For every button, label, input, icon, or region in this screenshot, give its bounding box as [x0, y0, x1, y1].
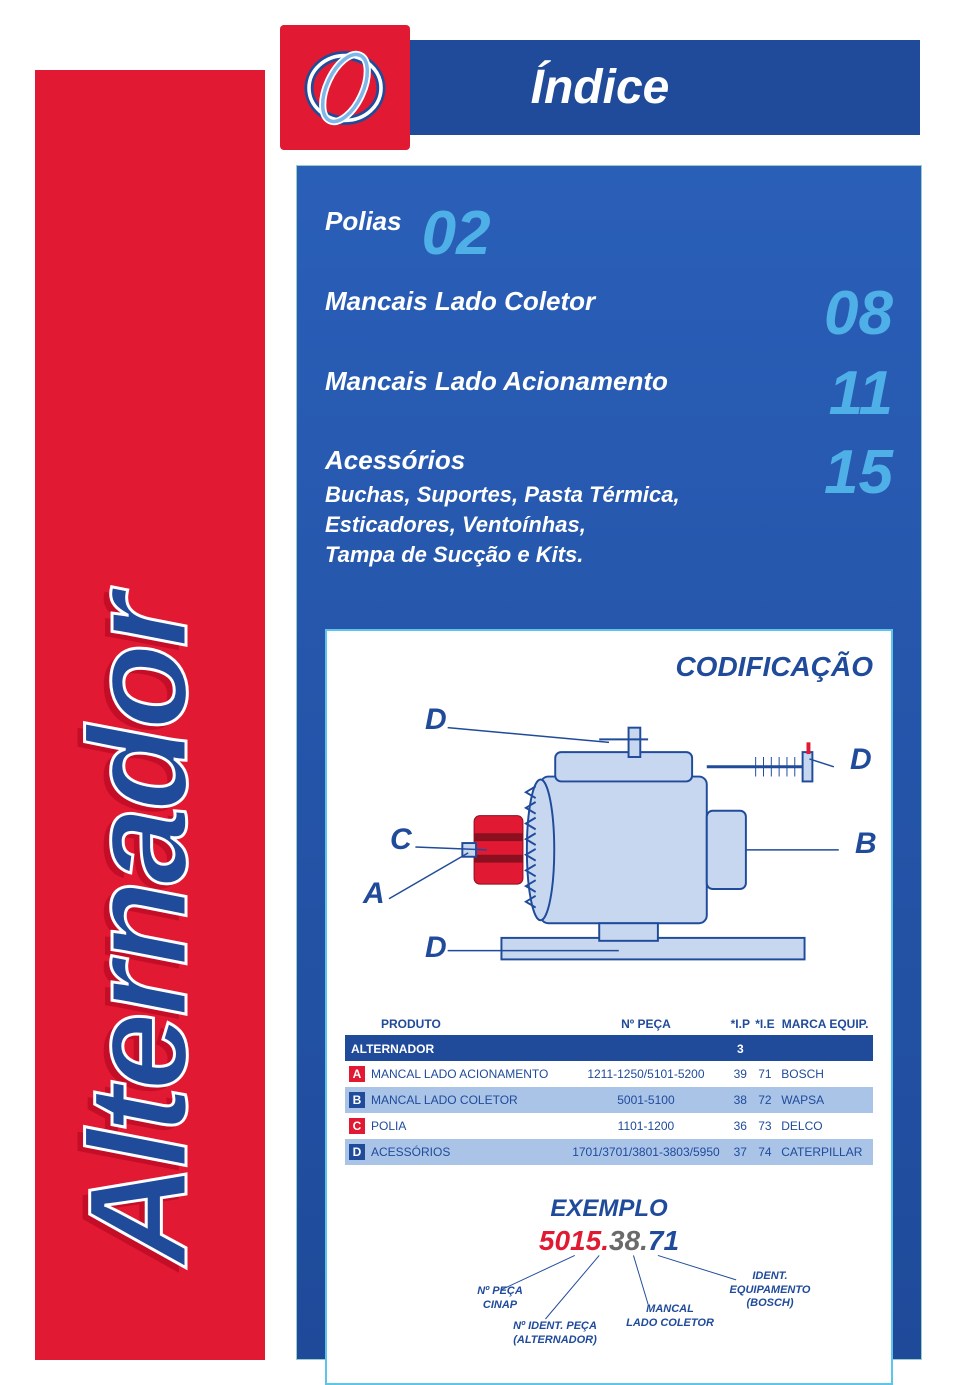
toc-number: 15 — [824, 445, 893, 501]
cell-ie: 73 — [753, 1113, 778, 1139]
cell-marca: DELCO — [777, 1113, 873, 1139]
cell-ip: 39 — [728, 1061, 753, 1087]
sidebar: Alternador Alternador — [35, 70, 265, 1360]
toc-row: Mancais Lado Acionamento 11 — [325, 366, 893, 422]
codification-table: PRODUTO Nº PEÇA *I.P *I.E MARCA EQUIP. A… — [345, 1013, 873, 1165]
cell-marca: BOSCH — [777, 1061, 873, 1087]
main-panel: Polias 02 Mancais Lado Coletor 08 Mancai… — [296, 165, 922, 1360]
toc-label: Polias — [325, 206, 402, 237]
ann-ident-peca: Nº IDENT. PEÇA (ALTERNADOR) — [495, 1320, 615, 1346]
row-letter: C — [349, 1118, 365, 1134]
table-row: C POLIA 1101-1200 36 73 DELCO — [345, 1113, 873, 1139]
cell-peca: 1701/3701/3801-3803/5950 — [564, 1139, 728, 1165]
toc-number: 02 — [422, 206, 491, 262]
cell-prod: ACESSÓRIOS — [371, 1145, 450, 1159]
exemplo-code: 5015.38.71 — [345, 1225, 873, 1257]
header-title: Índice — [531, 60, 670, 115]
row-letter: B — [349, 1092, 365, 1108]
cell-ie: 72 — [753, 1087, 778, 1113]
th-produto: PRODUTO — [345, 1013, 564, 1036]
diagram-label-a: A — [363, 877, 385, 911]
cell-ip: 38 — [728, 1087, 753, 1113]
th-ie: *I.E — [753, 1013, 778, 1036]
toc-label: Mancais Lado Coletor — [325, 286, 824, 317]
section-name: ALTERNADOR — [345, 1036, 564, 1061]
toc-label: Acessórios Buchas, Suportes, Pasta Térmi… — [325, 445, 824, 569]
cell-prod: MANCAL LADO ACIONAMENTO — [371, 1067, 548, 1081]
cell-peca: 1211-1250/5101-5200 — [564, 1061, 728, 1087]
logo-badge — [280, 25, 410, 150]
exemplo-code-p3: 71 — [648, 1225, 679, 1256]
cell-peca: 1101-1200 — [564, 1113, 728, 1139]
toc-number: 11 — [829, 366, 893, 422]
cell-marca: WAPSA — [777, 1087, 873, 1113]
table-section-row: ALTERNADOR 3 — [345, 1036, 873, 1061]
toc-row: Polias 02 — [325, 206, 893, 262]
exemplo-code-p1: 5015. — [539, 1225, 609, 1256]
codification-box: CODIFICAÇÃO — [325, 629, 893, 1385]
diagram-label-b: B — [855, 827, 877, 861]
diagram-label-d: D — [850, 743, 872, 777]
table-row: A MANCAL LADO ACIONAMENTO 1211-1250/5101-… — [345, 1061, 873, 1087]
exemplo-title: EXEMPLO — [345, 1195, 873, 1223]
toc-row: Mancais Lado Coletor 08 — [325, 286, 893, 342]
cell-prod: MANCAL LADO COLETOR — [371, 1093, 518, 1107]
row-letter: A — [349, 1066, 365, 1082]
cell-marca: CATERPILLAR — [777, 1139, 873, 1165]
cell-ie: 74 — [753, 1139, 778, 1165]
cell-peca: 5001-5100 — [564, 1087, 728, 1113]
section-code: 3 — [728, 1036, 753, 1061]
toc-number: 08 — [824, 286, 893, 342]
toc-sublabel: Buchas, Suportes, Pasta Térmica, Esticad… — [325, 480, 824, 569]
toc-label: Mancais Lado Acionamento — [325, 366, 829, 397]
table-row: B MANCAL LADO COLETOR 5001-5100 38 72 WAP… — [345, 1087, 873, 1113]
th-peca: Nº PEÇA — [564, 1013, 728, 1036]
sidebar-vertical-text: Alternador — [57, 597, 219, 1265]
diagram-label-d: D — [425, 931, 447, 965]
ann-peca-cinap: Nº PEÇA CINAP — [455, 1285, 545, 1311]
cell-prod: POLIA — [371, 1119, 406, 1133]
ann-ident-equip: IDENT. EQUIPAMENTO (BOSCH) — [715, 1270, 825, 1310]
codification-title: CODIFICAÇÃO — [345, 651, 873, 683]
ann-mancal: MANCAL LADO COLETOR — [615, 1303, 725, 1329]
table-header-row: PRODUTO Nº PEÇA *I.P *I.E MARCA EQUIP. — [345, 1013, 873, 1036]
cell-ip: 37 — [728, 1139, 753, 1165]
row-letter: D — [349, 1144, 365, 1160]
logo-icon — [300, 43, 390, 133]
th-marca: MARCA EQUIP. — [777, 1013, 873, 1036]
alternator-diagram: D D C A B D — [345, 695, 873, 995]
cell-ie: 71 — [753, 1061, 778, 1087]
diagram-label-c: C — [390, 823, 412, 857]
th-ip: *I.P — [728, 1013, 753, 1036]
toc-row: Acessórios Buchas, Suportes, Pasta Térmi… — [325, 445, 893, 569]
exemplo-block: EXEMPLO 5015.38.71 Nº PEÇA CINAP Nº IDEN… — [345, 1195, 873, 1355]
diagram-label-d: D — [425, 703, 447, 737]
table-row: DACESSÓRIOS 1701/3701/3801-3803/5950 37 … — [345, 1139, 873, 1165]
cell-ip: 36 — [728, 1113, 753, 1139]
toc: Polias 02 Mancais Lado Coletor 08 Mancai… — [325, 206, 893, 569]
exemplo-code-p2: 38. — [609, 1225, 648, 1256]
